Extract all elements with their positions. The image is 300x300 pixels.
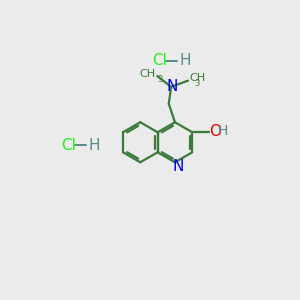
Text: H: H	[88, 138, 100, 153]
Text: CH: CH	[140, 69, 156, 79]
Text: 3: 3	[158, 75, 163, 84]
Text: H: H	[179, 53, 191, 68]
Text: O: O	[209, 124, 221, 139]
Text: N: N	[167, 79, 178, 94]
Text: N: N	[172, 159, 184, 174]
Text: CH: CH	[190, 73, 206, 82]
Text: Cl: Cl	[61, 138, 76, 153]
Text: H: H	[218, 124, 228, 139]
Text: Cl: Cl	[152, 53, 167, 68]
Text: 3: 3	[195, 79, 200, 88]
